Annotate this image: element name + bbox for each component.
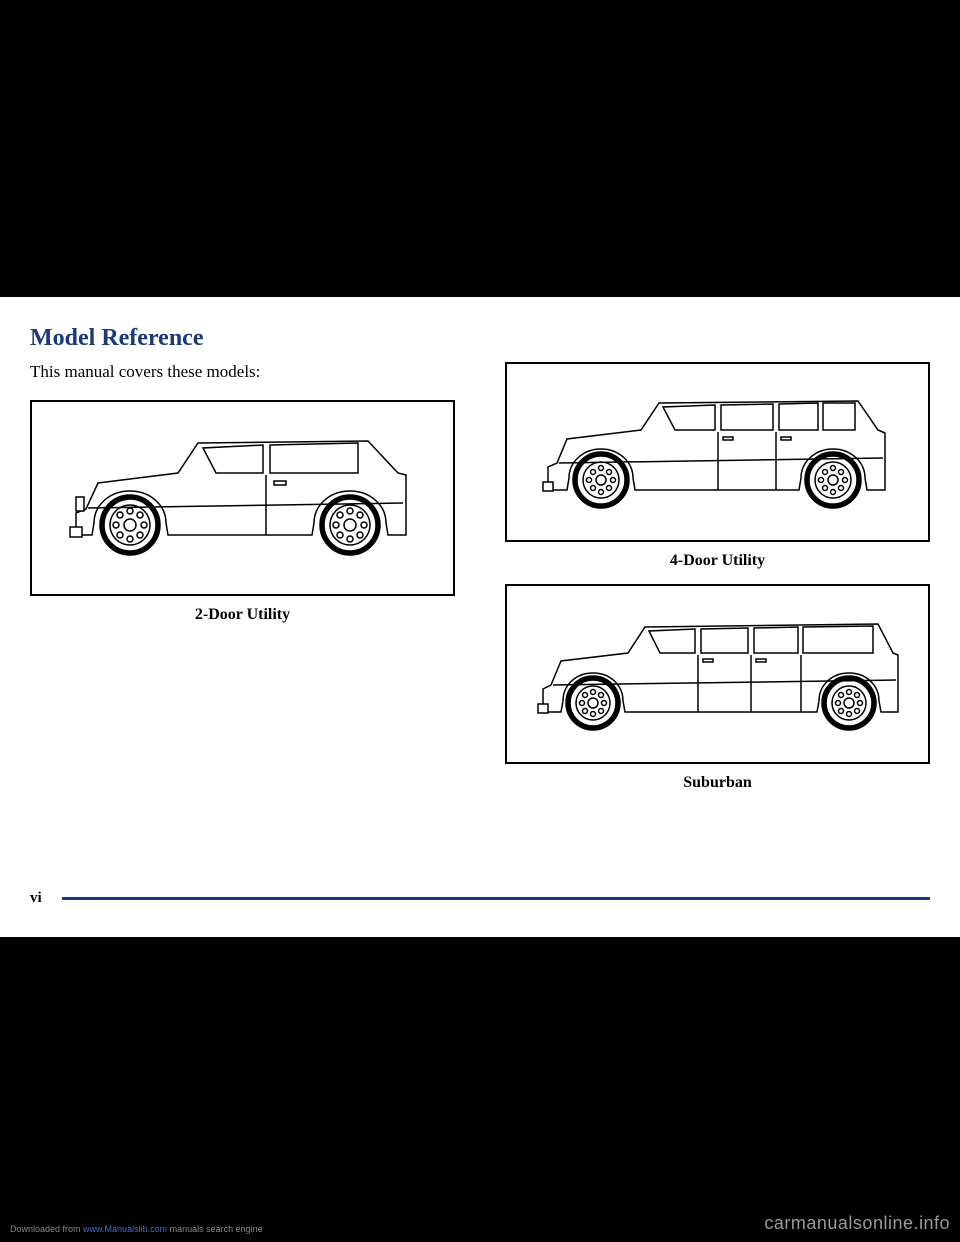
download-suffix: manuals search engine xyxy=(167,1224,263,1234)
right-column: 4-Door Utility xyxy=(505,400,930,806)
download-source: Downloaded from www.Manualslib.com manua… xyxy=(10,1224,263,1234)
vehicle-suburban-svg xyxy=(523,597,913,752)
download-prefix: Downloaded from xyxy=(10,1224,83,1234)
page-title: Model Reference xyxy=(30,325,930,352)
download-link[interactable]: www.Manualslib.com xyxy=(83,1224,167,1234)
figure-suburban xyxy=(505,584,930,764)
footer-rule xyxy=(62,897,930,900)
vehicle-2door-svg xyxy=(48,413,438,583)
content-columns: 2-Door Utility xyxy=(30,400,930,806)
vehicle-4door-svg xyxy=(523,375,913,530)
watermark-text: carmanualsonline.info xyxy=(764,1213,950,1234)
page-number: vi xyxy=(30,890,42,907)
caption-4door: 4-Door Utility xyxy=(505,552,930,570)
left-column: 2-Door Utility xyxy=(30,400,455,806)
caption-suburban: Suburban xyxy=(505,774,930,792)
figure-4door xyxy=(505,362,930,542)
document-page: Model Reference This manual covers these… xyxy=(0,297,960,937)
figure-2door xyxy=(30,400,455,596)
caption-2door: 2-Door Utility xyxy=(30,606,455,624)
page-footer: vi xyxy=(30,890,930,907)
